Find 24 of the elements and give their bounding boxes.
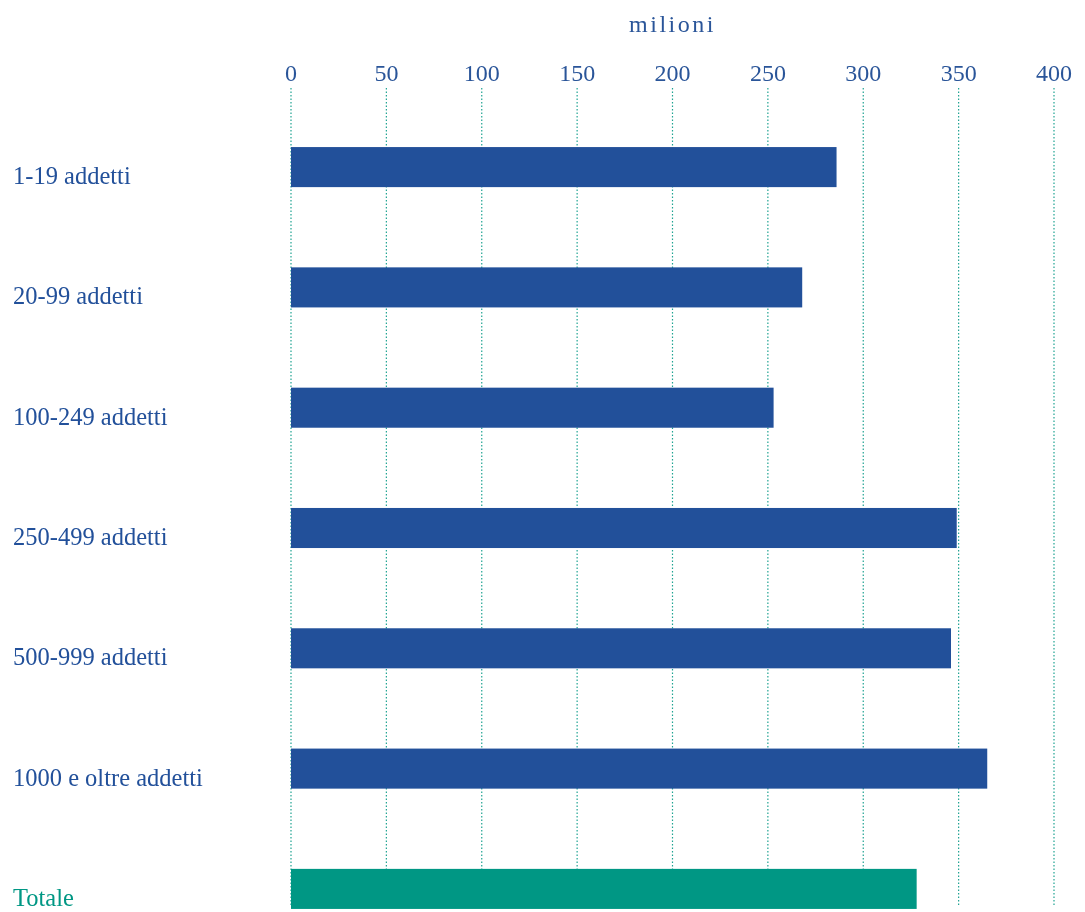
bar: [291, 387, 774, 428]
y-tick-label: 500-999 addetti: [13, 643, 168, 671]
x-tick-label: 300: [845, 60, 882, 86]
y-tick-label: 250-499 addetti: [13, 523, 168, 550]
x-tick-label: 50: [374, 60, 399, 86]
x-tick-label: 400: [1036, 60, 1072, 86]
y-tick-label: 100-249 addetti: [13, 402, 168, 430]
y-tick-label: 20-99 addetti: [13, 282, 144, 310]
x-tick-label: 100: [463, 60, 500, 86]
x-tick-label: 250: [749, 60, 786, 86]
bar: [291, 748, 988, 789]
bar: [291, 147, 837, 188]
y-tick-label: Totale: [13, 883, 74, 911]
x-axis-title: milioni: [629, 11, 716, 37]
bar: [291, 507, 957, 549]
x-tick-label: 350: [940, 60, 977, 86]
bar: [291, 628, 951, 669]
y-tick-label: 1000 e oltre addetti: [13, 763, 204, 791]
bar: [291, 868, 917, 909]
bar: [291, 267, 803, 308]
x-tick-label: 0: [285, 60, 297, 86]
x-tick-label: 200: [654, 60, 691, 86]
y-tick-label: 1-19 addetti: [13, 162, 131, 190]
x-tick-label: 150: [559, 60, 596, 86]
